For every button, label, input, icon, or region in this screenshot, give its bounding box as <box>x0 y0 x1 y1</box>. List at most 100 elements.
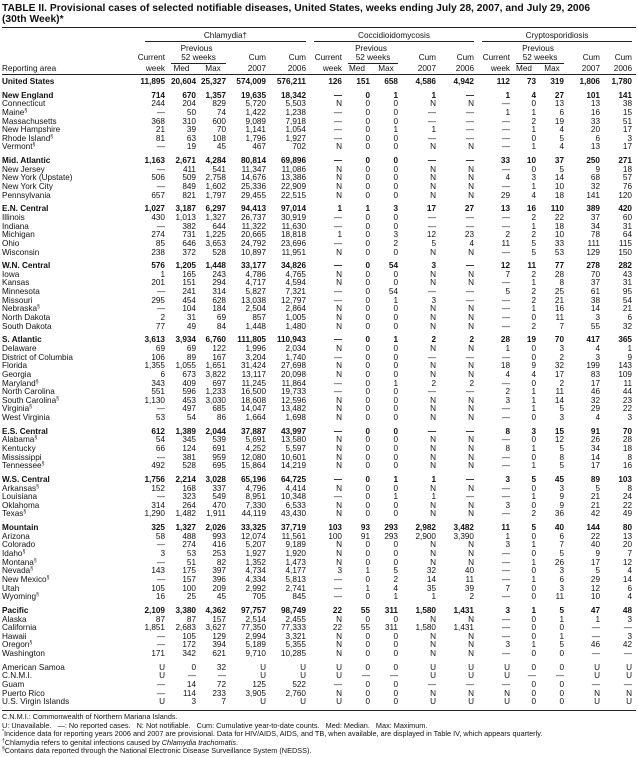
cell-value: 23,696 <box>280 238 306 248</box>
cell-value: 0 <box>393 107 398 117</box>
footnote-marker: § <box>24 107 28 114</box>
table-row: Maryland§ 343 409 697 11,245 11,864 — 0 1 2 2 — 0 2 17… <box>2 378 636 389</box>
header-cum: Cum <box>248 53 266 62</box>
cell-value: 4,796 <box>245 483 267 493</box>
cell-value: N <box>336 361 342 371</box>
cell-value: 204 <box>182 99 196 109</box>
table-row: Oregon§ — 172 394 5,189 5,355 N 0 0 N N 3 1 5 46 42 <box>2 641 636 650</box>
area-label: New England <box>2 90 54 100</box>
cell-value: 0 <box>531 631 536 641</box>
table-row: South Carolina§ 1,130 453 3,030 18,608 12,596… <box>2 395 636 406</box>
cell-value: 1,602 <box>205 182 227 192</box>
cell-value: 111 <box>587 238 600 248</box>
cell-value: N <box>594 688 600 698</box>
cell-value: 12,596 <box>280 395 306 405</box>
cell-value: N <box>468 631 474 641</box>
reporting-area-name: Kansas <box>2 279 137 288</box>
table-row: Iowa 1 165 243 4,786 4,765 N 0 0 N N 7 2 28 70 43 <box>2 270 636 280</box>
cell-value: N <box>468 557 474 567</box>
header-current: Current <box>137 53 165 62</box>
cell-value: 19,733 <box>280 387 306 397</box>
cell-value: 13 <box>622 531 632 541</box>
area-label: Ohio <box>2 238 20 248</box>
area-label: Maine <box>2 107 25 117</box>
cell-value: 453 <box>182 395 196 405</box>
cell-value: 488 <box>182 531 196 541</box>
cell-value: 0 <box>365 116 370 126</box>
cell-value: 1 <box>531 278 536 288</box>
cell-value: 6 <box>595 133 600 143</box>
cell-value: 34,826 <box>280 261 306 271</box>
cell-value: 0 <box>393 662 398 672</box>
reporting-area-name: Guam <box>2 680 137 690</box>
cell-value: 0 <box>393 395 398 405</box>
cell-value: N <box>468 313 474 323</box>
cell-value: 2 <box>469 378 474 388</box>
cell-value: 343 <box>151 378 165 388</box>
cell-value: 470 <box>212 500 226 510</box>
cell-value: 1,480 <box>285 321 307 331</box>
cell-value: 4 <box>559 125 564 135</box>
cell-value: — <box>501 680 510 689</box>
header-52-weeks: 52 weeks <box>171 53 226 64</box>
cell-value: 4 <box>531 90 536 100</box>
cell-value: 141 <box>586 190 600 200</box>
cell-value: — <box>333 156 342 166</box>
reporting-area-name: Arkansas§ <box>2 484 137 494</box>
cell-value: — <box>427 426 436 436</box>
cell-value: 6,297 <box>205 204 227 214</box>
cell-value: 57 <box>622 173 632 183</box>
cell-value: — <box>333 212 342 222</box>
reporting-area-name: North Dakota <box>2 313 137 323</box>
cell-value: 2 <box>160 313 165 323</box>
reporting-area-name: New Hampshire <box>2 125 137 135</box>
cell-value: 0 <box>393 614 398 624</box>
cell-value: 1,797 <box>205 190 227 200</box>
cell-value: 80 <box>622 523 632 533</box>
cell-value: — <box>465 261 474 271</box>
spacer <box>2 53 137 64</box>
cell-value: N <box>336 509 342 519</box>
cell-value: — <box>465 474 474 484</box>
header-max: Max <box>205 63 221 73</box>
header-52-weeks: 52 weeks <box>348 53 398 64</box>
cell-value: 54 <box>622 295 632 305</box>
cell-value: 382 <box>182 221 196 231</box>
reporting-area-name: Louisiana <box>2 492 137 502</box>
cell-value: 2 <box>505 387 510 397</box>
table-row: Washington 171 342 621 9,710 10,285 N 0 0 N N — 0 0 — — <box>2 649 636 659</box>
cell-value: 0 <box>531 343 536 353</box>
cell-value: 2 <box>531 116 536 126</box>
cell-value: 129 <box>212 631 226 641</box>
cell-value: 76 <box>622 182 632 192</box>
area-label: Georgia <box>2 369 32 379</box>
cell-value: 5 <box>559 404 564 414</box>
cell-value: 4 <box>531 369 536 379</box>
cell-value: 1 <box>531 557 536 567</box>
reporting-area-name: Iowa <box>2 270 137 280</box>
table-row: Connecticut 244 204 829 5,720 5,503 N 0 0 N N — 0 13 1… <box>2 99 636 109</box>
table-row: W.N. Central 576 1,205 1,448 33,177 34,826 — 0 5… <box>2 261 636 271</box>
cell-value: N <box>336 304 342 314</box>
cell-value: 1,290 <box>144 509 166 519</box>
cell-value: 0 <box>365 500 370 510</box>
cell-value: 45 <box>216 592 226 602</box>
cell-value: 1,389 <box>175 426 197 436</box>
cell-value: 1 <box>531 221 536 231</box>
header-2007: 2007 <box>247 63 266 73</box>
cell-value: 0 <box>393 443 398 453</box>
header-2006: 2006 <box>455 63 474 73</box>
table-row: Vermont§ — 19 45 467 702 N 0 0 N N — 1 4 13 17 <box>2 143 636 152</box>
cell-value: 21 <box>554 295 564 305</box>
reporting-area-name: Vermont§ <box>2 143 137 152</box>
cell-value: 1 <box>627 343 632 353</box>
cell-value: — <box>333 583 342 593</box>
cell-value: N <box>430 649 436 659</box>
cell-value: — <box>333 492 342 502</box>
cell-value: 22 <box>622 500 632 510</box>
cell-value: 105 <box>151 583 165 593</box>
header-2006: 2006 <box>287 63 306 73</box>
cell-value: 2 <box>505 230 510 240</box>
cell-value: 14 <box>186 680 196 689</box>
cell-value: 4,362 <box>205 605 227 615</box>
